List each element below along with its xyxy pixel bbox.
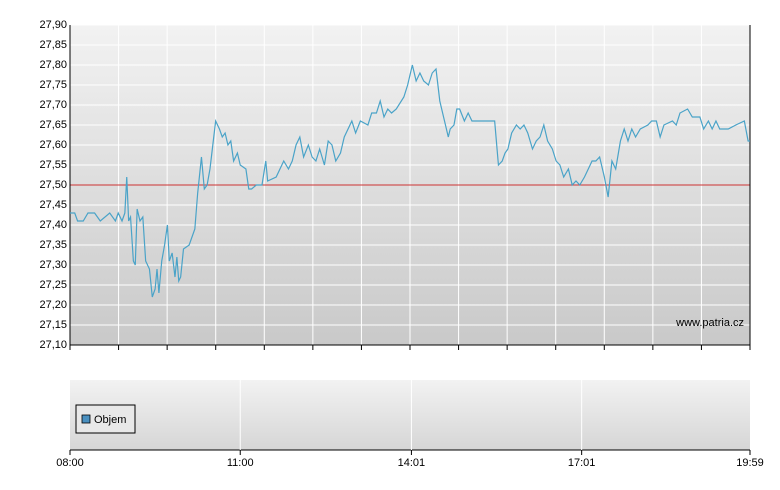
- y-tick-label: 27,85: [39, 39, 67, 51]
- y-tick-label: 27,80: [39, 59, 67, 71]
- y-tick-label: 27,25: [39, 279, 67, 291]
- watermark: www.patria.cz: [675, 317, 744, 329]
- y-tick-label: 27,30: [39, 259, 67, 271]
- y-tick-label: 27,20: [39, 299, 67, 311]
- y-tick-label: 27,65: [39, 119, 67, 131]
- price-line: [70, 64, 750, 298]
- y-tick-label: 27,60: [39, 139, 67, 151]
- x-tick-label: 19:59: [736, 457, 764, 469]
- y-tick-label: 27,15: [39, 319, 67, 331]
- y-tick-label: 27,50: [39, 179, 67, 191]
- volume-area: [70, 380, 750, 450]
- x-tick-label: 14:01: [398, 457, 426, 469]
- y-tick-label: 27,70: [39, 99, 67, 111]
- y-tick-label: 27,35: [39, 239, 67, 251]
- y-tick-label: 27,90: [39, 19, 67, 31]
- x-tick-label: 11:00: [227, 457, 254, 469]
- y-tick-label: 27,45: [39, 199, 67, 211]
- x-tick-label: 08:00: [56, 457, 84, 469]
- y-tick-label: 27,75: [39, 79, 67, 91]
- x-tick-label: 17:01: [568, 457, 596, 469]
- y-tick-label: 27,10: [39, 339, 67, 351]
- legend-label: Objem: [94, 414, 126, 426]
- legend-swatch: [81, 414, 91, 424]
- y-tick-label: 27,40: [39, 219, 67, 231]
- y-tick-label: 27,55: [39, 159, 67, 171]
